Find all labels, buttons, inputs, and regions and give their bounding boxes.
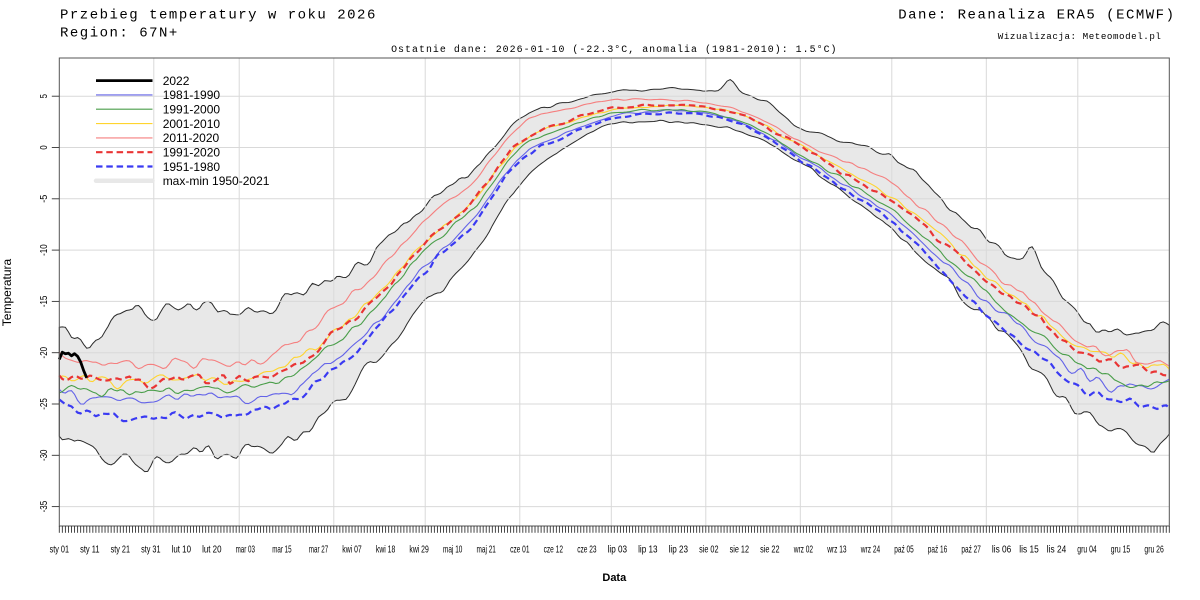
svg-text:max-min 1950-2021: max-min 1950-2021 xyxy=(163,174,270,188)
svg-text:maj 10: maj 10 xyxy=(443,544,463,555)
svg-text:sie 12: sie 12 xyxy=(730,544,750,555)
svg-text:lut 20: lut 20 xyxy=(202,544,222,555)
svg-text:maj 21: maj 21 xyxy=(477,544,497,555)
svg-text:-10: -10 xyxy=(39,244,50,256)
svg-text:-20: -20 xyxy=(39,347,50,359)
svg-text:paź 05: paź 05 xyxy=(894,544,914,555)
svg-text:cze 01: cze 01 xyxy=(510,544,530,555)
svg-text:gru 15: gru 15 xyxy=(1111,544,1131,555)
svg-text:Data: Data xyxy=(602,572,627,584)
svg-text:Dane: Reanaliza ERA5 (ECMWF): Dane: Reanaliza ERA5 (ECMWF) xyxy=(898,8,1175,24)
svg-text:sty 01: sty 01 xyxy=(50,544,70,555)
svg-text:mar 03: mar 03 xyxy=(236,544,256,555)
svg-text:2001-2010: 2001-2010 xyxy=(163,117,221,131)
svg-text:kwi 07: kwi 07 xyxy=(342,544,362,555)
svg-text:mar 15: mar 15 xyxy=(272,544,292,555)
svg-text:sty 11: sty 11 xyxy=(80,544,100,555)
svg-text:1981-1990: 1981-1990 xyxy=(163,88,221,102)
svg-text:lip 13: lip 13 xyxy=(638,544,658,555)
svg-text:wrz 24: wrz 24 xyxy=(860,544,880,555)
svg-text:sie 22: sie 22 xyxy=(760,544,780,555)
svg-text:paź 27: paź 27 xyxy=(961,544,981,555)
svg-text:wrz 02: wrz 02 xyxy=(793,544,813,555)
svg-text:lis 24: lis 24 xyxy=(1047,544,1067,555)
svg-text:5: 5 xyxy=(39,94,50,99)
svg-text:cze 12: cze 12 xyxy=(544,544,564,555)
svg-text:2011-2020: 2011-2020 xyxy=(163,131,220,145)
svg-text:mar 27: mar 27 xyxy=(309,544,329,555)
svg-text:lip 23: lip 23 xyxy=(669,544,689,555)
svg-text:Region: 67N+: Region: 67N+ xyxy=(60,26,179,42)
svg-text:-30: -30 xyxy=(39,449,50,461)
svg-text:sty 31: sty 31 xyxy=(141,544,161,555)
svg-text:lis 06: lis 06 xyxy=(992,544,1012,555)
svg-text:gru 04: gru 04 xyxy=(1077,544,1097,555)
svg-text:1991-2000: 1991-2000 xyxy=(163,103,221,117)
svg-text:paź 16: paź 16 xyxy=(928,544,948,555)
svg-text:-25: -25 xyxy=(39,398,50,410)
svg-text:kwi 18: kwi 18 xyxy=(376,544,396,555)
svg-text:Ostatnie dane: 2026-01-10 (-22: Ostatnie dane: 2026-01-10 (-22.3°C, anom… xyxy=(391,44,837,55)
svg-text:1991-2020: 1991-2020 xyxy=(163,146,221,160)
svg-text:0: 0 xyxy=(39,145,50,150)
svg-text:Przebieg temperatury w roku 20: Przebieg temperatury w roku 2026 xyxy=(60,8,377,24)
svg-text:lip 03: lip 03 xyxy=(608,544,628,555)
svg-text:-5: -5 xyxy=(39,195,50,203)
svg-text:cze 23: cze 23 xyxy=(577,544,597,555)
svg-text:-15: -15 xyxy=(39,295,50,307)
svg-text:2022: 2022 xyxy=(163,74,190,88)
svg-text:lis 15: lis 15 xyxy=(1019,544,1039,555)
svg-text:wrz 13: wrz 13 xyxy=(827,544,847,555)
svg-text:Temperatura: Temperatura xyxy=(0,258,14,326)
svg-text:1951-1980: 1951-1980 xyxy=(163,160,221,174)
svg-text:lut 10: lut 10 xyxy=(172,544,192,555)
svg-text:sie 02: sie 02 xyxy=(699,544,719,555)
svg-text:sty 21: sty 21 xyxy=(111,544,131,555)
svg-text:-35: -35 xyxy=(39,501,50,513)
svg-text:gru 26: gru 26 xyxy=(1144,544,1164,555)
svg-text:Wizualizacja: Meteomodel.pl: Wizualizacja: Meteomodel.pl xyxy=(998,31,1162,42)
svg-text:kwi 29: kwi 29 xyxy=(409,544,429,555)
